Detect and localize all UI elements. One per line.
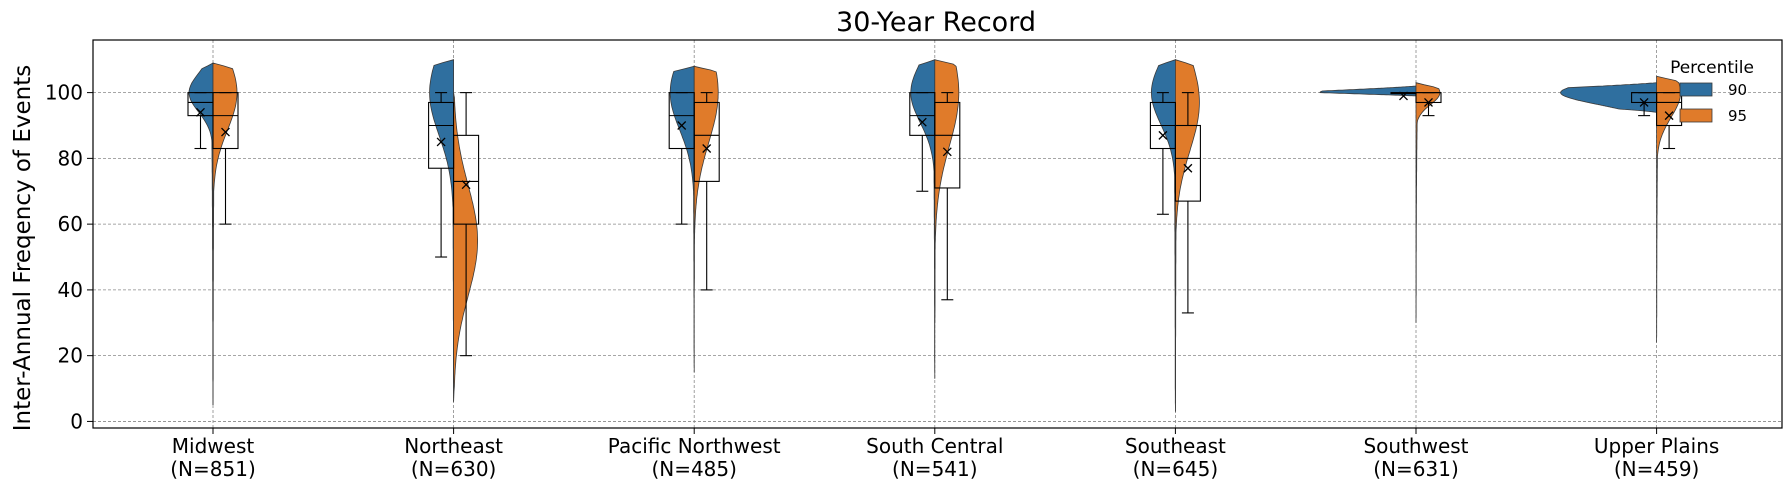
box-iqr	[453, 134, 480, 225]
box-iqr	[1174, 124, 1201, 202]
mean-marker-stroke	[436, 137, 446, 147]
mean-marker	[942, 147, 952, 157]
mean-marker	[461, 180, 471, 190]
legend-title: Percentile	[1670, 58, 1754, 78]
legend-swatch-90	[1679, 82, 1713, 97]
y-axis-label: Inter-Annual Freqency of Events	[10, 65, 36, 431]
legend-label-95: 95	[1728, 107, 1747, 125]
x-tick-label: Pacific Northwest	[608, 434, 781, 458]
box-iqr	[212, 92, 239, 150]
y-tick-label: 80	[58, 146, 83, 170]
violin-half-95	[934, 59, 960, 323]
x-tick-label: South Central	[866, 434, 1003, 458]
mean-marker	[1424, 98, 1433, 107]
mean-marker-stroke	[1424, 98, 1433, 107]
mean-marker	[1399, 91, 1408, 101]
plot-frame	[92, 39, 1783, 429]
x-tick-label: Midwest	[172, 434, 255, 458]
x-tick-label: Southwest	[1363, 434, 1468, 458]
x-tick-label: Northeast	[404, 434, 503, 458]
mean-marker-stroke	[1664, 111, 1674, 121]
mean-marker	[677, 121, 687, 130]
mean-marker	[221, 127, 230, 137]
mean-marker	[196, 107, 205, 117]
violin-half-90	[910, 59, 936, 379]
axis-layer: 020406080100Midwest(N=851)Northeast(N=63…	[45, 81, 1720, 481]
mean-marker-stroke	[942, 147, 952, 157]
violin-half-90	[1560, 82, 1657, 113]
x-tick-label: Southeast	[1125, 434, 1226, 458]
mean-marker	[436, 137, 446, 147]
mean-marker-stroke	[221, 127, 230, 137]
mean-marker-stroke	[917, 117, 927, 127]
box-iqr	[934, 101, 961, 189]
mean-marker	[917, 117, 927, 127]
mean-marker	[1664, 111, 1674, 121]
legend: Percentile 90 95	[1670, 58, 1754, 125]
mean-marker-stroke	[1158, 130, 1168, 140]
legend-label-90: 90	[1728, 81, 1747, 99]
y-tick-label: 40	[58, 278, 83, 302]
grid-layer	[93, 40, 1782, 428]
box-iqr	[693, 101, 720, 182]
mean-marker	[1639, 98, 1649, 107]
box-layer	[187, 91, 1683, 357]
x-tick-count-label: (N=631)	[1373, 457, 1459, 481]
mean-marker-stroke	[677, 121, 687, 130]
y-tick-label: 0	[70, 409, 83, 433]
y-tick-label: 60	[58, 212, 83, 236]
y-tick-label: 20	[58, 344, 83, 368]
violin-half-95	[1415, 82, 1441, 323]
mean-marker-stroke	[1639, 98, 1649, 107]
legend-swatch-95	[1679, 108, 1713, 123]
mean-marker-stroke	[1399, 91, 1408, 101]
violin-half-95	[1175, 59, 1200, 412]
x-tick-count-label: (N=851)	[170, 457, 256, 481]
y-tick-label: 100	[45, 81, 83, 105]
x-tick-count-label: (N=541)	[892, 457, 978, 481]
x-tick-count-label: (N=630)	[411, 457, 497, 481]
chart-title: 30-Year Record	[836, 7, 1036, 38]
x-tick-label: Upper Plains	[1594, 434, 1719, 458]
mean-marker-stroke	[461, 180, 471, 190]
mean-marker	[1183, 163, 1193, 173]
mean-marker	[1158, 130, 1168, 140]
mean-marker	[702, 144, 712, 153]
x-tick-count-label: (N=459)	[1614, 457, 1700, 481]
x-tick-count-label: (N=645)	[1133, 457, 1219, 481]
mean-marker-stroke	[702, 144, 712, 153]
x-tick-count-label: (N=485)	[651, 457, 737, 481]
mean-marker-stroke	[196, 107, 205, 117]
mean-marker-stroke	[1183, 163, 1193, 173]
